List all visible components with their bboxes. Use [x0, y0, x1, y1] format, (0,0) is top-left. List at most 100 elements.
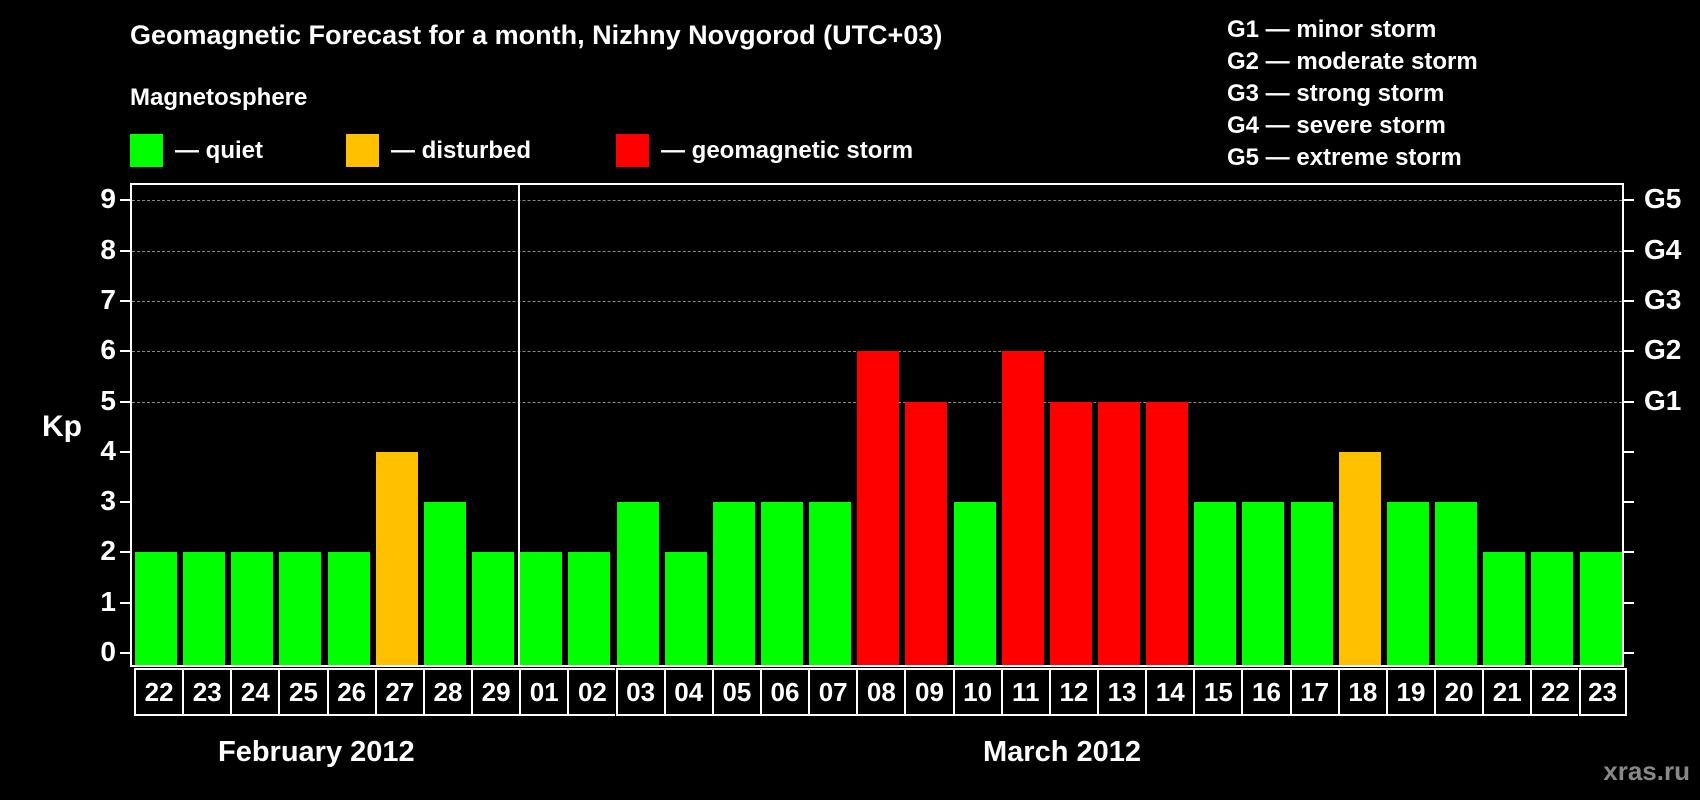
kp-bar-quiet	[1290, 502, 1333, 665]
y-tick-label: 1	[100, 585, 116, 617]
gridline	[132, 300, 1622, 302]
legend-label: — disturbed	[391, 136, 532, 164]
kp-bar-storm	[905, 401, 948, 665]
y-tick	[120, 601, 130, 604]
g-legend-item: G5 — extreme storm	[1227, 144, 1462, 171]
legend-item-quiet: — quiet	[130, 134, 263, 167]
y-tick	[120, 199, 130, 202]
gridline	[132, 200, 1622, 202]
g-scale-label: G4	[1644, 233, 1682, 265]
kp-bar-quiet	[1435, 502, 1478, 665]
day-label: 27	[374, 668, 423, 716]
day-label: 29	[471, 668, 520, 716]
day-label: 20	[1434, 668, 1483, 716]
kp-bar-quiet	[712, 502, 755, 665]
right-tick	[1624, 299, 1634, 302]
day-label: 10	[952, 668, 1001, 716]
kp-bar-quiet	[1386, 502, 1429, 665]
day-label: 26	[326, 668, 375, 716]
day-label: 24	[230, 668, 279, 716]
storm-swatch-icon	[616, 134, 649, 167]
y-tick-label: 2	[100, 535, 116, 567]
legend-label: — geomagnetic storm	[661, 136, 914, 164]
g-legend-item: G3 — strong storm	[1227, 80, 1445, 107]
watermark: xras.ru	[1603, 756, 1690, 786]
kp-bar-quiet	[1579, 552, 1622, 665]
right-tick	[1624, 450, 1634, 453]
kp-bar-storm	[1098, 401, 1140, 665]
kp-bar-storm	[1049, 401, 1092, 665]
right-tick	[1624, 652, 1634, 654]
day-label: 07	[808, 668, 857, 716]
g-scale-label: G5	[1644, 183, 1682, 215]
g-scale-legend: G1 — minor storm G2 — moderate storm G3 …	[1227, 14, 1478, 174]
day-label: 09	[904, 668, 953, 716]
y-axis-label: Kp	[42, 410, 82, 443]
right-tick	[1624, 400, 1634, 403]
day-label: 22	[1530, 668, 1579, 716]
day-label: 14	[1145, 668, 1194, 716]
day-label: 06	[759, 668, 809, 716]
gridline	[132, 250, 1622, 252]
kp-bar-quiet	[760, 502, 803, 665]
kp-bar-storm	[857, 351, 900, 665]
kp-bar-quiet	[279, 552, 322, 665]
y-tick	[120, 299, 130, 302]
y-tick-label: 9	[100, 183, 116, 215]
legend-label: — quiet	[175, 136, 263, 164]
kp-bar-quiet	[1483, 552, 1526, 665]
quiet-swatch-icon	[130, 134, 163, 167]
y-tick	[120, 350, 130, 353]
month-label-february: February 2012	[218, 736, 415, 768]
month-divider	[518, 183, 520, 667]
g-legend-item: G1 — minor storm	[1227, 16, 1437, 43]
kp-bar-quiet	[423, 502, 466, 665]
kp-bar-quiet	[472, 552, 515, 665]
day-label: 02	[567, 668, 616, 716]
y-tick	[120, 249, 130, 252]
kp-bar-disturbed	[1338, 451, 1381, 665]
kp-bar-quiet	[809, 502, 852, 665]
day-label: 04	[663, 668, 712, 716]
day-label: 28	[422, 668, 472, 716]
kp-bar-quiet	[135, 552, 177, 665]
day-label: 16	[1241, 668, 1290, 716]
y-tick	[120, 450, 130, 453]
disturbed-swatch-icon	[346, 134, 379, 167]
kp-bar-quiet	[520, 552, 563, 665]
day-label: 18	[1337, 668, 1386, 716]
y-tick	[120, 551, 130, 554]
day-label: 15	[1193, 668, 1242, 716]
legend-item-storm: — geomagnetic storm	[616, 134, 913, 167]
kp-bar-storm	[1001, 351, 1044, 665]
kp-bar-quiet	[1194, 502, 1237, 665]
day-label: 03	[615, 668, 664, 716]
y-tick-label: 3	[100, 485, 116, 517]
kp-bar-quiet	[327, 552, 370, 665]
day-label: 25	[278, 668, 327, 716]
day-label: 22	[134, 668, 183, 716]
right-tick	[1624, 601, 1634, 604]
day-label: 17	[1289, 668, 1338, 716]
day-label: 19	[1385, 668, 1435, 716]
y-tick-label: 7	[100, 283, 116, 315]
day-label: 12	[1048, 668, 1097, 716]
day-label: 23	[182, 668, 231, 716]
g-scale-label: G1	[1644, 384, 1682, 416]
kp-bar-quiet	[664, 552, 707, 665]
day-label: 01	[519, 668, 568, 716]
y-tick	[120, 652, 130, 654]
g-scale-label: G2	[1644, 334, 1682, 366]
y-tick	[120, 501, 130, 504]
right-tick	[1624, 199, 1634, 202]
kp-bar-storm	[1146, 401, 1189, 665]
g-scale-label: G3	[1644, 283, 1682, 315]
right-tick	[1624, 249, 1634, 252]
day-label: 05	[711, 668, 760, 716]
g-legend-item: G4 — severe storm	[1227, 112, 1446, 139]
right-tick	[1624, 551, 1634, 554]
day-label: 23	[1578, 668, 1627, 716]
y-tick-label: 5	[100, 384, 116, 416]
y-tick-label: 8	[100, 233, 116, 265]
day-label: 11	[1000, 668, 1049, 716]
